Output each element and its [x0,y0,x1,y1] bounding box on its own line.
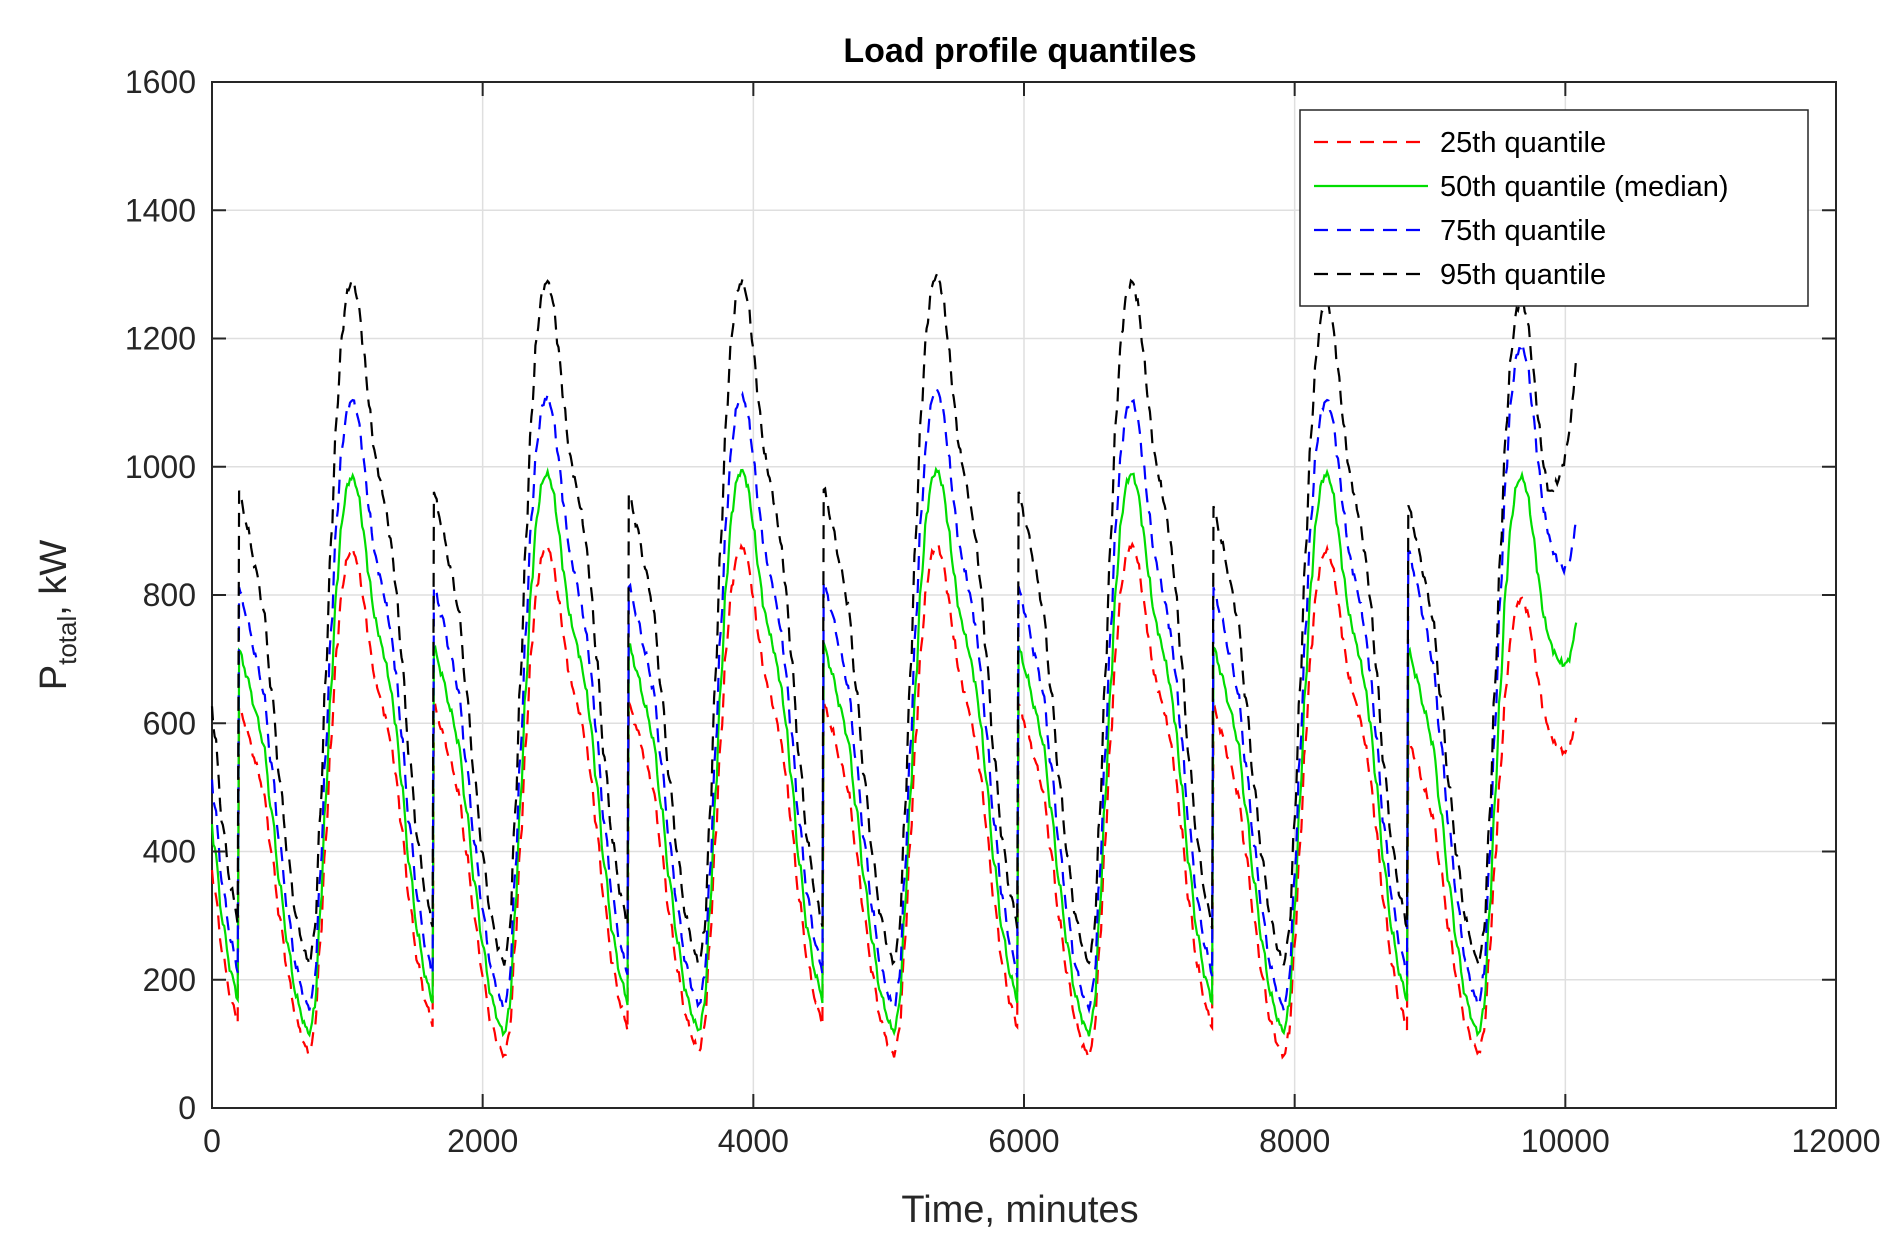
x-tick-label: 8000 [1259,1123,1330,1159]
x-tick-label: 6000 [988,1123,1059,1159]
chart-title: Load profile quantiles [843,32,1196,70]
x-tick-label: 2000 [447,1123,518,1159]
y-tick-label: 600 [143,705,196,741]
series-layer [210,269,1578,1061]
series-line-1 [210,541,1578,1061]
y-axis-label-sub: total [52,616,82,665]
y-tick-label: 200 [143,962,196,998]
x-tick-label: 0 [203,1123,221,1159]
x-tick-label: 12000 [1792,1123,1881,1159]
x-tick-label: 10000 [1521,1123,1610,1159]
y-tick-label: 800 [143,577,196,613]
legend-label: 75th quantile [1440,215,1606,247]
y-tick-label: 0 [178,1090,196,1126]
y-tick-label: 1200 [125,321,196,357]
x-axis-label: Time, minutes [901,1189,1138,1231]
y-axis-label: Ptotal, kW [33,540,82,691]
axis-ticks: 0 2000 4000 6000 8000 10000 12000 0 200 400 600 800… [125,64,1881,1159]
y-tick-label: 1000 [125,449,196,485]
legend-label: 50th quantile (median) [1440,171,1729,203]
series-line-2 [210,466,1578,1038]
legend: 25th quantile 50th quantile (median) 75th … [1299,109,1809,307]
legend-label: 95th quantile [1440,259,1606,291]
x-tick-label: 4000 [718,1123,789,1159]
y-tick-label: 1600 [125,64,196,100]
y-tick-label: 1400 [125,192,196,228]
legend-label: 25th quantile [1440,127,1606,159]
y-axis-label-tail: , kW [33,540,75,616]
series-line-4 [210,269,1578,966]
series-line-3 [210,338,1578,1014]
y-axis-label-main: P [33,665,75,690]
y-tick-label: 400 [143,834,196,870]
